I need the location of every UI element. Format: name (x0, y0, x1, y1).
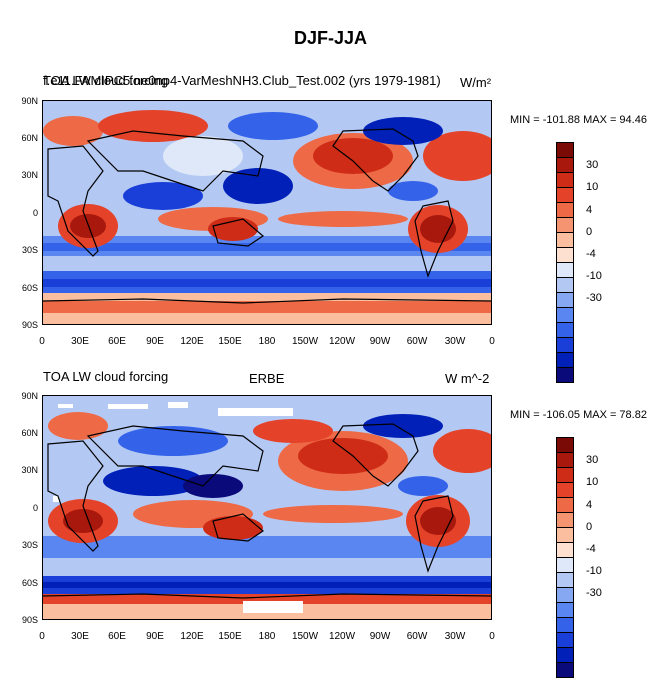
colorbar-swatch (556, 557, 574, 573)
lat-tick-label: 30N (21, 170, 38, 180)
lon-tick-label: 30W (444, 336, 466, 347)
colorbar-swatch (556, 322, 574, 338)
lon-tick-label: 180 (258, 336, 276, 347)
colorbar-swatch (556, 452, 574, 468)
colorbar-swatch (556, 307, 574, 323)
colorbar-swatch (556, 527, 574, 543)
colorbar-label: 4 (586, 204, 593, 216)
lat-tick-label: 90S (21, 615, 38, 625)
colorbar-label: -4 (586, 248, 596, 260)
panel-left-title: TOA LW cloud forcing (43, 73, 169, 88)
colorbar-swatch (556, 277, 574, 293)
lon-tick-label: 90W (369, 631, 391, 642)
panel-units: W/m² (460, 75, 492, 90)
colorbar-swatch (556, 662, 574, 678)
colorbar-swatch (556, 467, 574, 483)
colorbar-swatch (556, 647, 574, 663)
lon-tick-label: 60E (108, 336, 126, 347)
lon-tick-label: 0 (39, 631, 45, 642)
lon-tick-label: 30E (71, 631, 89, 642)
lat-tick-label: 60S (21, 578, 38, 588)
lat-tick-label: 30S (21, 540, 38, 550)
lon-tick-label: 120W (328, 631, 356, 642)
colorbar-swatch (556, 292, 574, 308)
colorbar-label: 30 (586, 159, 599, 171)
lat-tick-label: 90N (21, 391, 38, 401)
colorbar-label: 10 (586, 476, 599, 488)
figure-title: DJF-JJA (293, 28, 368, 48)
colorbar-swatch (556, 617, 574, 633)
colorbar-swatch (556, 337, 574, 353)
colorbar-swatch (556, 572, 574, 588)
colorbar-swatch (556, 542, 574, 558)
lon-tick-label: 120W (328, 336, 356, 347)
lon-tick-label: 60W (406, 631, 428, 642)
colorbar-label: -10 (586, 270, 602, 282)
lon-tick-label: 90E (146, 631, 164, 642)
colorbar-swatch (556, 632, 574, 648)
lat-tick-label: 60N (21, 428, 38, 438)
colorbar-label: 4 (586, 499, 593, 511)
lon-tick-label: 120E (180, 336, 204, 347)
lon-tick-label: 180 (258, 631, 276, 642)
lat-tick-label: 90N (21, 96, 38, 106)
panel-overlap-title: f.e11.FAMIPC5.ne0np4-VarMeshNH3.Club_Tes… (43, 73, 441, 88)
lon-tick-label: 0 (39, 336, 45, 347)
lon-tick-label: 150W (291, 631, 319, 642)
lat-tick-label: 0 (32, 208, 38, 218)
panel-center-title: ERBE (249, 371, 285, 386)
lat-tick-label: 30N (21, 465, 38, 475)
colorbar-label: -4 (586, 543, 596, 555)
colorbar-swatch (556, 247, 574, 263)
colorbar-label: 10 (586, 181, 599, 193)
colorbar-swatch (556, 482, 574, 498)
colorbar-swatch (556, 367, 574, 383)
panel-units: W m^-2 (445, 371, 490, 386)
lon-tick-label: 120E (180, 631, 204, 642)
colorbar-swatch (556, 157, 574, 173)
colorbar (556, 142, 574, 383)
lon-tick-label: 90E (146, 336, 164, 347)
panel-minmax: MIN = -106.05 MAX = 78.82 (510, 409, 647, 421)
contour-map (42, 100, 492, 325)
colorbar-swatch (556, 187, 574, 203)
colorbar-label: -30 (586, 587, 602, 599)
lon-tick-label: 60W (406, 336, 428, 347)
colorbar (556, 437, 574, 678)
colorbar-swatch (556, 217, 574, 233)
colorbar-swatch (556, 587, 574, 603)
lon-tick-label: 150W (291, 336, 319, 347)
colorbar-swatch (556, 602, 574, 618)
colorbar-swatch (556, 202, 574, 218)
colorbar-label: 30 (586, 454, 599, 466)
colorbar-label: 0 (586, 521, 593, 533)
lat-tick-label: 60N (21, 133, 38, 143)
colorbar-swatch (556, 142, 574, 158)
lon-tick-label: 0 (489, 631, 495, 642)
lat-tick-label: 90S (21, 320, 38, 330)
colorbar-label: -30 (586, 292, 602, 304)
lon-tick-label: 150E (218, 336, 242, 347)
contour-map (42, 395, 492, 620)
colorbar-swatch (556, 352, 574, 368)
lon-tick-label: 150E (218, 631, 242, 642)
colorbar-label: 0 (586, 226, 593, 238)
lat-tick-label: 60S (21, 283, 38, 293)
panel-left-title: TOA LW cloud forcing (43, 369, 169, 384)
lon-tick-label: 60E (108, 631, 126, 642)
panel-minmax: MIN = -101.88 MAX = 94.46 (510, 114, 647, 126)
colorbar-swatch (556, 172, 574, 188)
lon-tick-label: 0 (489, 336, 495, 347)
lon-tick-label: 90W (369, 336, 391, 347)
colorbar-swatch (556, 512, 574, 528)
colorbar-label: -10 (586, 565, 602, 577)
lon-tick-label: 30W (444, 631, 466, 642)
lon-tick-label: 30E (71, 336, 89, 347)
colorbar-swatch (556, 437, 574, 453)
colorbar-swatch (556, 232, 574, 248)
lat-tick-label: 30S (21, 245, 38, 255)
lat-tick-label: 0 (32, 503, 38, 513)
colorbar-swatch (556, 262, 574, 278)
colorbar-swatch (556, 497, 574, 513)
